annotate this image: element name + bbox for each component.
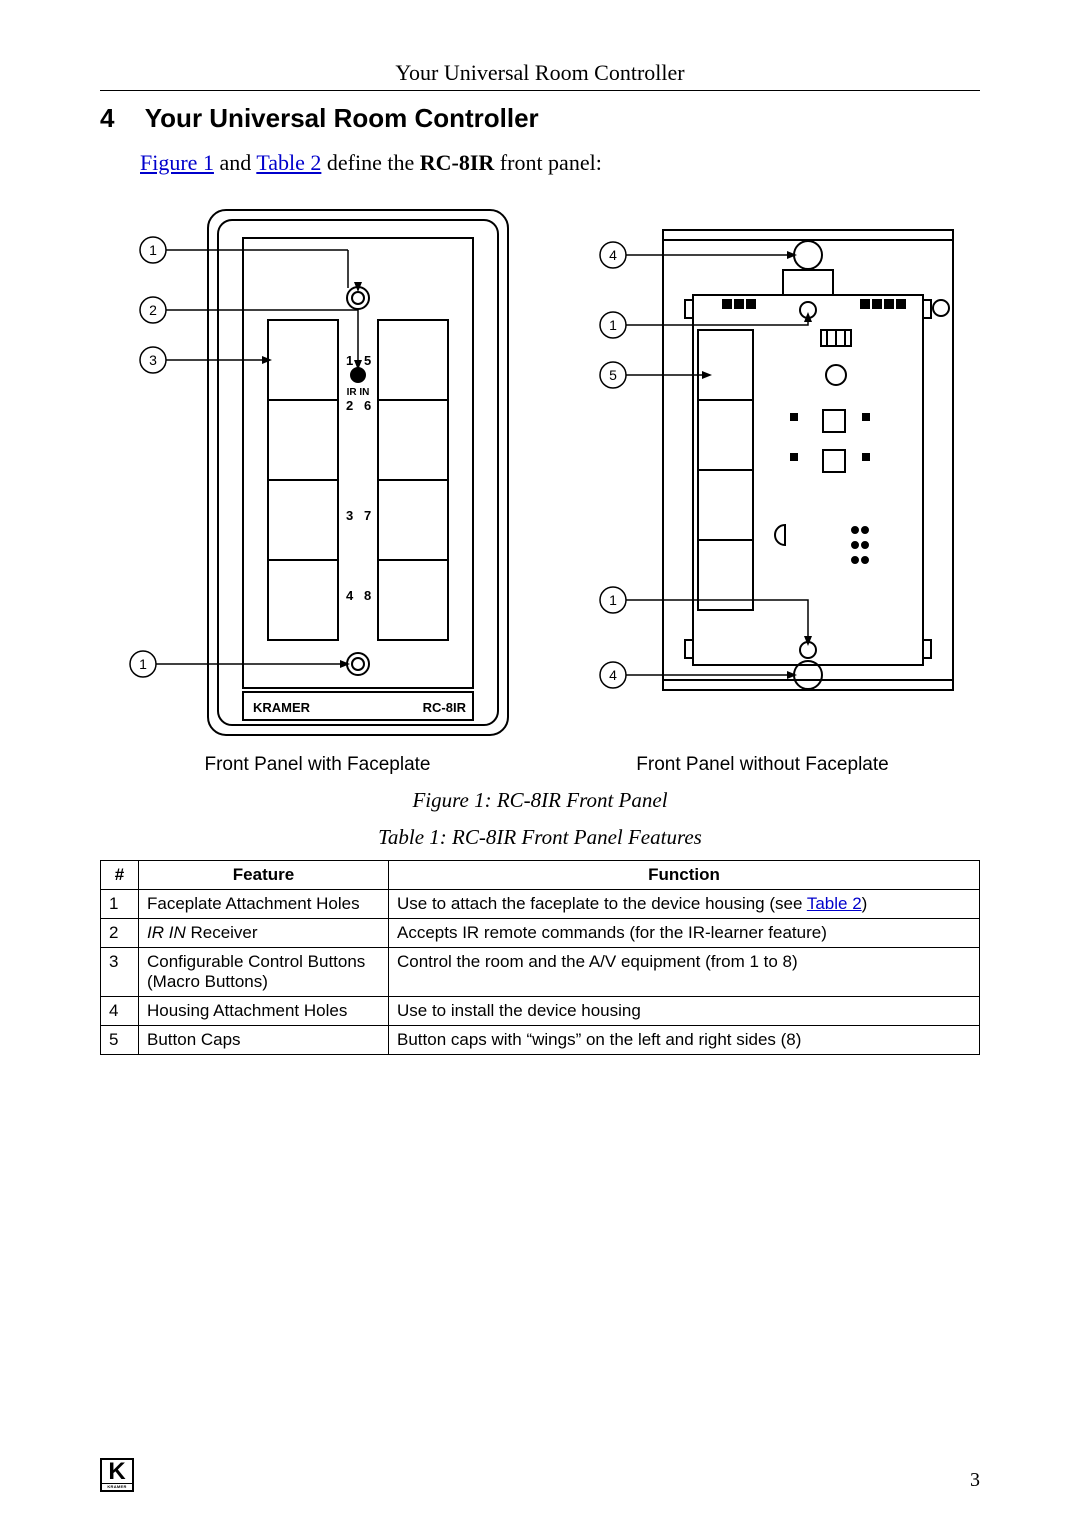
front-panel-faceplate-diagram: 1 5 2 6 3 7 4 8 IR IN KRAMER RC-8IR	[118, 200, 518, 740]
table-row: 2 IR IN Receiver Accepts IR remote comma…	[101, 919, 980, 948]
th-feature: Feature	[139, 861, 389, 890]
svg-text:1: 1	[609, 592, 617, 608]
figure-left: 1 5 2 6 3 7 4 8 IR IN KRAMER RC-8IR	[110, 200, 525, 776]
svg-text:3: 3	[149, 352, 157, 368]
svg-text:IR IN: IR IN	[346, 387, 369, 398]
table2-link[interactable]: Table 2	[807, 894, 862, 913]
section-heading: 4 Your Universal Room Controller	[100, 103, 980, 134]
figures-row: 1 5 2 6 3 7 4 8 IR IN KRAMER RC-8IR	[110, 200, 970, 776]
svg-text:6: 6	[364, 398, 371, 413]
figure-right: 4 1 5 1 4 Front Panel without Faceplate	[555, 200, 970, 776]
table-row: 5 Button Caps Button caps with “wings” o…	[101, 1026, 980, 1055]
right-subcaption: Front Panel without Faceplate	[555, 754, 970, 776]
left-subcaption: Front Panel with Faceplate	[110, 754, 525, 776]
th-function: Function	[389, 861, 980, 890]
svg-text:4: 4	[609, 667, 617, 683]
svg-text:1: 1	[139, 656, 147, 672]
svg-text:3: 3	[346, 508, 353, 523]
intro-paragraph: Figure 1 and Table 2 define the RC-8IR f…	[140, 150, 980, 176]
svg-text:4: 4	[609, 247, 617, 263]
running-header: Your Universal Room Controller	[100, 60, 980, 91]
figure-caption: Figure 1: RC-8IR Front Panel	[100, 788, 980, 813]
section-title: Your Universal Room Controller	[145, 103, 539, 133]
table-caption: Table 1: RC-8IR Front Panel Features	[100, 825, 980, 850]
table-header-row: # Feature Function	[101, 861, 980, 890]
svg-text:4: 4	[346, 588, 354, 603]
th-num: #	[101, 861, 139, 890]
svg-text:1: 1	[346, 353, 353, 368]
svg-text:5: 5	[364, 353, 371, 368]
svg-text:RC-8IR: RC-8IR	[422, 700, 466, 715]
svg-text:2: 2	[149, 302, 157, 318]
table-link[interactable]: Table 2	[256, 150, 321, 175]
figure-link[interactable]: Figure 1	[140, 150, 214, 175]
table-row: 1 Faceplate Attachment Holes Use to atta…	[101, 890, 980, 919]
table-row: 4 Housing Attachment Holes Use to instal…	[101, 997, 980, 1026]
svg-text:1: 1	[149, 242, 157, 258]
page-number: 3	[970, 1469, 980, 1492]
product-name: RC-8IR	[420, 150, 495, 175]
svg-text:1: 1	[609, 317, 617, 333]
front-panel-no-faceplate-diagram: 4 1 5 1 4	[563, 200, 963, 740]
table-row: 3 Configurable Control Buttons (Macro Bu…	[101, 948, 980, 997]
svg-text:KRAMER: KRAMER	[253, 700, 311, 715]
svg-text:8: 8	[364, 588, 371, 603]
footer: K KRAMER 3	[100, 1458, 980, 1492]
svg-text:5: 5	[609, 367, 617, 383]
svg-text:7: 7	[364, 508, 371, 523]
kramer-logo: K KRAMER	[100, 1458, 134, 1492]
section-number: 4	[100, 103, 138, 134]
svg-text:2: 2	[346, 398, 353, 413]
features-table: # Feature Function 1 Faceplate Attachmen…	[100, 860, 980, 1055]
